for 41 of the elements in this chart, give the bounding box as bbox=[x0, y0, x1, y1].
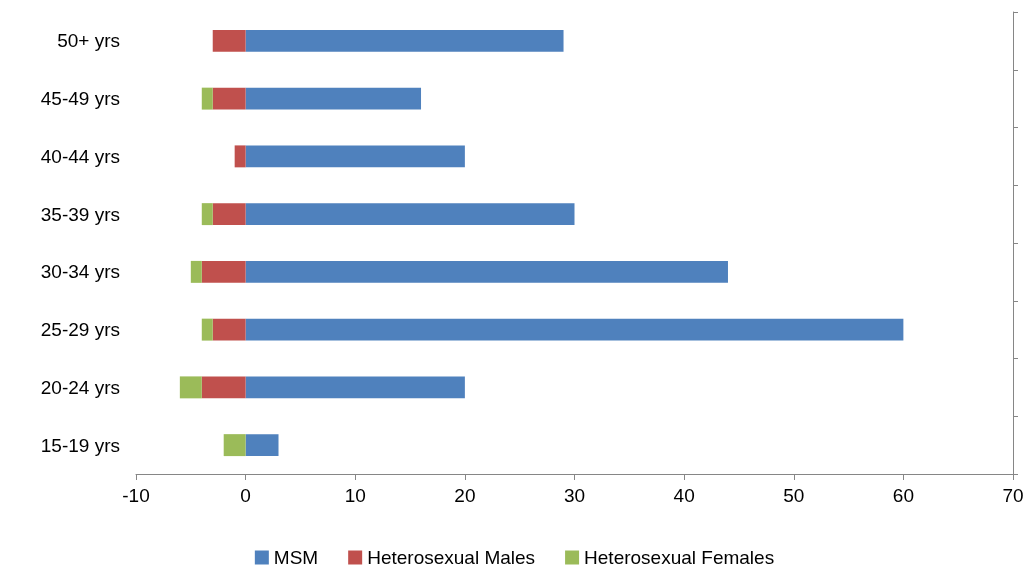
x-tick-label: 40 bbox=[673, 485, 695, 506]
x-tick-label: 30 bbox=[563, 485, 586, 506]
bar bbox=[212, 87, 246, 110]
y-tick-label: 45-49 yrs bbox=[40, 88, 120, 110]
x-tick-label: 70 bbox=[1002, 485, 1024, 506]
bar bbox=[245, 376, 465, 399]
legend-label: MSM bbox=[273, 547, 319, 568]
bar bbox=[201, 260, 246, 283]
bar bbox=[245, 29, 564, 52]
bar bbox=[201, 203, 213, 226]
y-tick-label: 35-39 yrs bbox=[40, 203, 120, 225]
bar bbox=[201, 318, 213, 341]
x-tick-label: 10 bbox=[344, 485, 366, 506]
bar bbox=[201, 376, 246, 399]
bar bbox=[245, 87, 422, 110]
x-tick-label: 20 bbox=[454, 485, 476, 506]
bar bbox=[179, 376, 202, 399]
bar bbox=[245, 145, 465, 168]
bar bbox=[245, 318, 904, 341]
bar bbox=[212, 29, 246, 52]
legend-label: Heterosexual Males bbox=[367, 547, 536, 568]
bar bbox=[245, 260, 728, 283]
y-tick-label: 15-19 yrs bbox=[40, 434, 120, 456]
y-tick-label: 30-34 yrs bbox=[40, 261, 120, 283]
y-tick-label: 20-24 yrs bbox=[40, 376, 120, 398]
y-tick-label: 50+ yrs bbox=[57, 30, 120, 52]
legend-label: Heterosexual Females bbox=[584, 547, 775, 568]
bar bbox=[223, 434, 246, 457]
bar bbox=[245, 203, 575, 226]
y-tick-label: 40-44 yrs bbox=[40, 145, 120, 167]
bar bbox=[212, 318, 246, 341]
x-tick-label: 50 bbox=[783, 485, 805, 506]
bar bbox=[212, 203, 246, 226]
bar bbox=[190, 260, 202, 283]
x-tick-label: 0 bbox=[240, 485, 251, 506]
x-tick-label: 60 bbox=[892, 485, 914, 506]
bar bbox=[201, 87, 213, 110]
bar bbox=[245, 434, 279, 457]
bar bbox=[234, 145, 246, 168]
y-tick-label: 25-29 yrs bbox=[40, 319, 120, 341]
x-tick-label: -10 bbox=[122, 485, 150, 506]
